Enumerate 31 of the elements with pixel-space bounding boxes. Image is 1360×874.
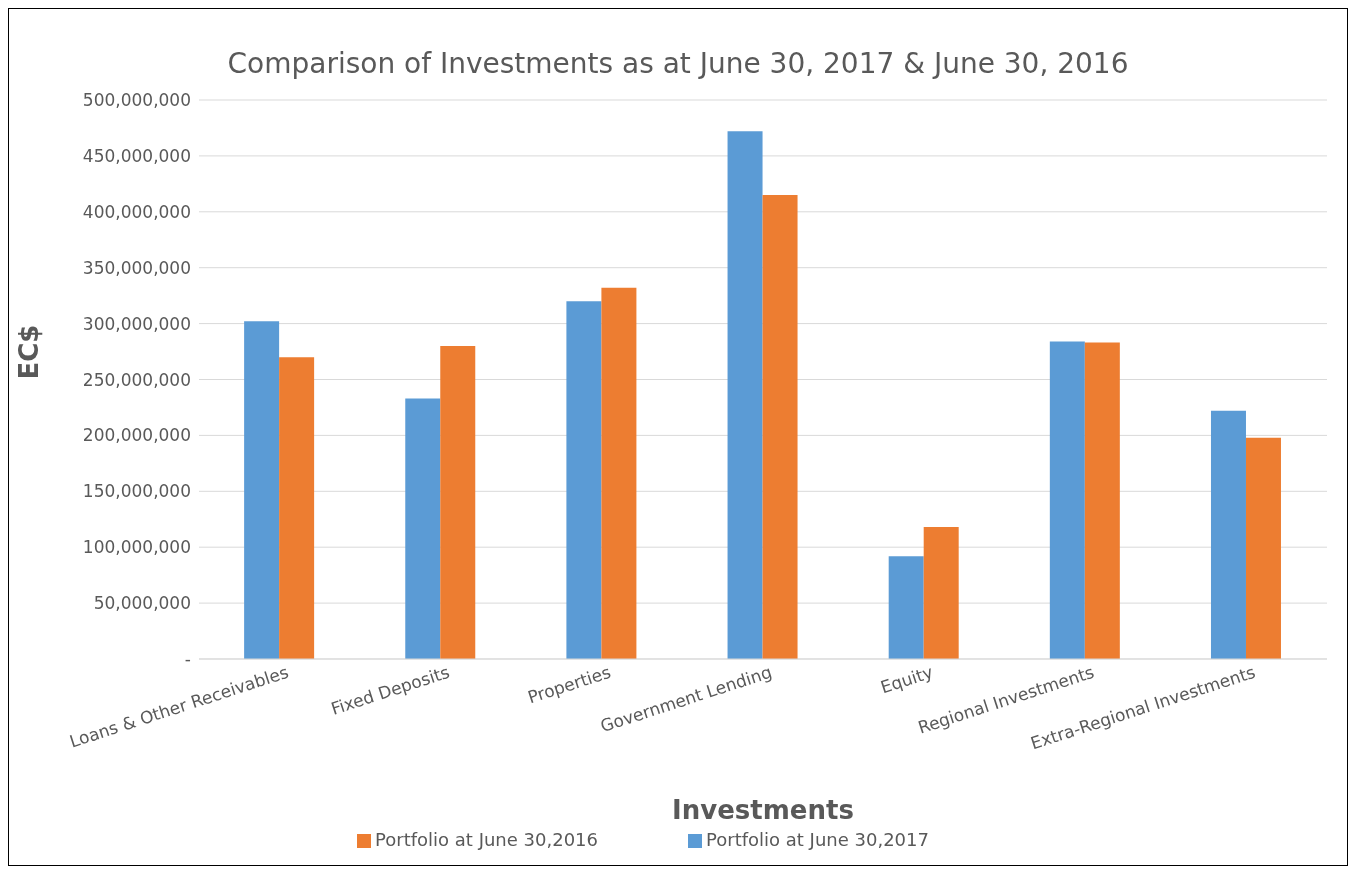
y-tick-label: 200,000,000 [82,425,191,446]
y-tick-label: 500,000,000 [82,90,191,111]
y-tick-label: 50,000,000 [93,593,191,614]
bar [440,345,476,659]
chart-title: Comparison of Investments as at June 30, 2017 & June 30, 2016 [226,47,1130,80]
bar [1245,437,1281,659]
bar [923,527,959,659]
y-axis-title: EC$ [14,324,45,380]
legend-label: Portfolio at June 30,2017 [706,829,929,850]
y-tick-label: 450,000,000 [82,145,191,166]
y-tick-label: 250,000,000 [82,369,191,390]
y-tick-label: 150,000,000 [82,481,191,502]
y-tick-label: 100,000,000 [82,537,191,558]
y-tick-label: 300,000,000 [82,313,191,334]
bar [888,556,924,659]
bar [279,357,315,659]
y-tick-label: - [184,649,191,670]
y-tick-label: 400,000,000 [82,201,191,222]
x-axis-title: Investments [672,795,854,825]
bar [244,321,280,659]
y-tick-label: 350,000,000 [82,257,191,278]
bar [1210,410,1246,659]
legend-label: Portfolio at June 30,2016 [375,829,598,850]
bar [727,131,763,659]
bar [566,301,602,659]
x-tick-label: Equity [878,661,936,698]
bar [762,195,798,659]
bar [1049,341,1085,659]
bar [1084,342,1120,659]
bar [405,398,441,659]
bar [601,287,637,659]
